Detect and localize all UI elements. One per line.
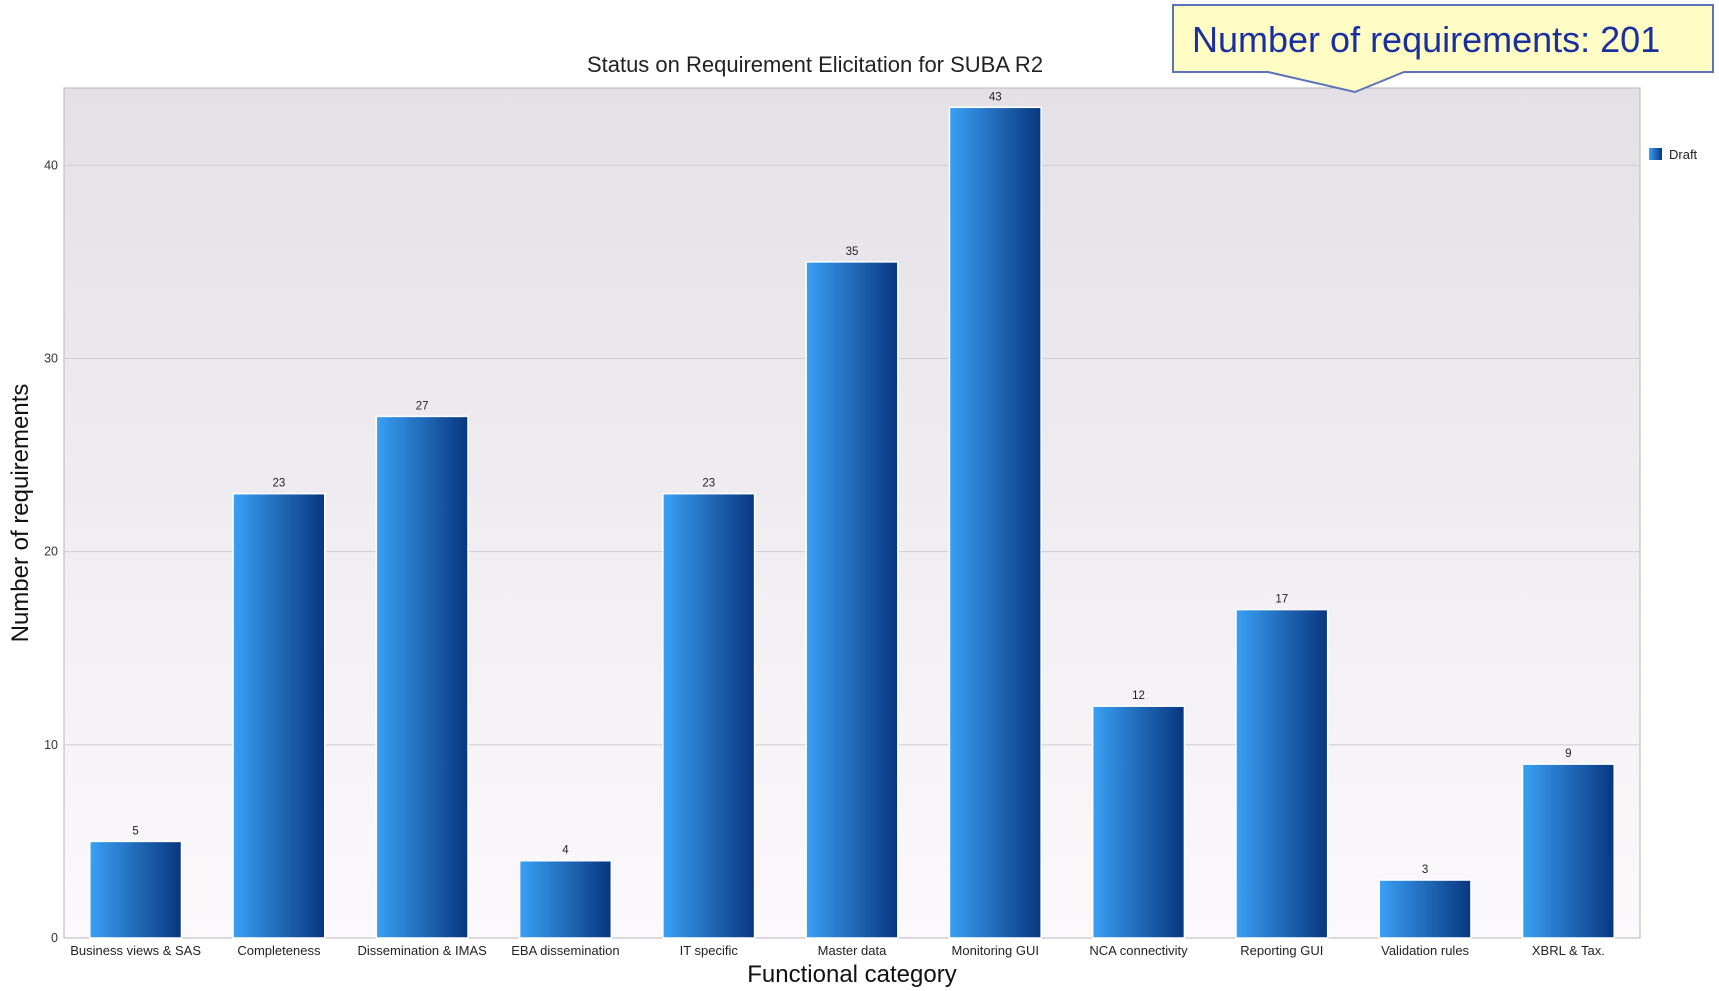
bar	[1235, 608, 1329, 939]
y-tick-label: 10	[44, 738, 58, 752]
callout: Number of requirements: 201	[1172, 4, 1714, 94]
bar	[805, 261, 899, 939]
data-label: 27	[416, 400, 429, 412]
x-tick-label: Completeness	[237, 943, 321, 958]
data-label: 5	[132, 825, 138, 837]
data-label: 23	[273, 478, 286, 490]
x-tick-label: NCA connectivity	[1089, 943, 1188, 958]
callout-text: Number of requirements: 201	[1192, 19, 1660, 60]
bar	[375, 415, 469, 939]
x-tick-label: Dissemination & IMAS	[358, 943, 488, 958]
legend-swatch	[1649, 148, 1662, 160]
y-tick-label: 30	[44, 351, 58, 365]
bar	[1378, 879, 1472, 939]
data-label: 35	[846, 246, 859, 258]
y-tick-label: 40	[44, 158, 58, 172]
callout-box	[1172, 4, 1714, 94]
x-tick-label: Business views & SAS	[70, 943, 201, 958]
bar	[232, 492, 326, 939]
y-tick-label: 0	[51, 931, 58, 945]
x-tick-label: Reporting GUI	[1240, 943, 1323, 958]
bar	[1521, 763, 1615, 939]
data-label: 12	[1132, 690, 1145, 702]
x-tick-label: Validation rules	[1381, 943, 1469, 958]
data-label: 9	[1565, 748, 1571, 760]
chart-title: Status on Requirement Elicitation for SU…	[587, 52, 1043, 77]
x-tick-label: IT specific	[680, 943, 739, 958]
data-label: 3	[1422, 864, 1428, 876]
x-axis-label: Functional category	[747, 961, 956, 988]
data-label: 17	[1275, 594, 1288, 606]
data-label: 23	[702, 478, 715, 490]
x-axis-ticks: Business views & SAS Completeness Dissemin…	[70, 943, 1605, 958]
data-labels: 5 23 27 4 23 35 43 12 17 3 9	[132, 91, 1571, 876]
y-tick-label: 20	[44, 545, 58, 559]
legend: Draft	[1649, 147, 1698, 162]
y-axis-label: Number of requirements	[7, 384, 34, 643]
data-label: 4	[562, 845, 569, 857]
x-tick-label: EBA dissemination	[511, 943, 619, 958]
legend-label-draft: Draft	[1669, 147, 1698, 162]
bars	[89, 106, 1615, 939]
bar	[89, 840, 183, 939]
bar	[1091, 705, 1186, 939]
x-tick-label: Master data	[818, 943, 887, 958]
bar	[518, 859, 613, 939]
bar	[948, 106, 1042, 939]
y-axis-ticks: 0 10 20 30 40	[44, 158, 58, 945]
data-label: 43	[989, 91, 1002, 103]
x-tick-label: XBRL & Tax.	[1532, 943, 1605, 958]
x-tick-label: Monitoring GUI	[952, 943, 1039, 958]
bar	[662, 492, 756, 939]
